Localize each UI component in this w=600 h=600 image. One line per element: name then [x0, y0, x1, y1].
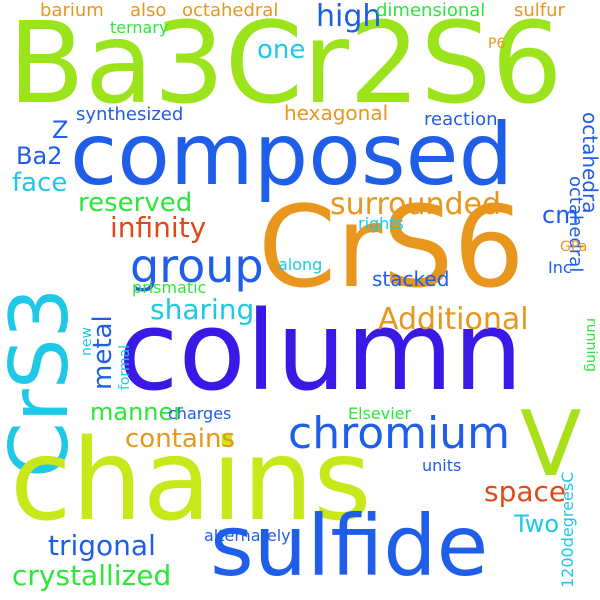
- word-v: V: [520, 392, 582, 497]
- word-reaction: reaction: [424, 109, 498, 130]
- word-dimensional: dimensional: [376, 0, 486, 21]
- word-manner: manner: [90, 398, 184, 426]
- word-1200degreesc: 1200degreesC: [558, 471, 577, 588]
- word-reserved: reserved: [78, 188, 193, 218]
- word-crystallized: crystallized: [12, 559, 172, 592]
- word-synthesized: synthesized: [76, 104, 184, 125]
- word-sulfide: sulfide: [210, 497, 489, 595]
- word-p6: P6: [488, 36, 506, 52]
- word-new: new: [79, 327, 95, 356]
- word-group: group: [130, 239, 264, 293]
- word-formal: formal: [117, 344, 133, 390]
- word-ba3cr2s6: Ba3Cr2S6: [8, 0, 563, 129]
- word-chromium: chromium: [288, 408, 510, 459]
- word-inc: Inc: [548, 258, 572, 277]
- word-sulfur: sulfur: [514, 0, 565, 21]
- word-barium: barium: [40, 0, 104, 21]
- word-chains: chains: [10, 416, 372, 546]
- word-along: along: [278, 255, 323, 274]
- word-units: units: [422, 456, 462, 475]
- word-charges: charges: [168, 404, 232, 423]
- word-face: face: [12, 168, 68, 198]
- word-stacked: stacked: [372, 267, 450, 291]
- word-contains: contains: [125, 424, 236, 454]
- word-crs6: CrS6: [258, 183, 525, 313]
- word-column: column: [118, 287, 523, 415]
- word-prismatic: prismatic: [132, 278, 207, 297]
- word-also: also: [130, 0, 167, 21]
- word-ba2: Ba2: [16, 142, 63, 170]
- word-surrounded: surrounded: [330, 187, 502, 222]
- word-infinity: infinity: [110, 211, 207, 244]
- word-additional: Additional: [378, 302, 529, 337]
- word-rights: rights: [358, 214, 404, 233]
- word-one: one: [257, 35, 306, 65]
- word-trigonal: trigonal: [48, 529, 156, 562]
- word-z: Z: [52, 116, 69, 144]
- word-cm: cm: [542, 201, 579, 229]
- word-gpa: GPa: [560, 239, 588, 255]
- word-high: high: [316, 0, 382, 34]
- word-elsevier: Elsevier: [348, 404, 412, 423]
- word-composed: composed: [70, 105, 514, 205]
- word-alternately: alternately: [204, 526, 291, 545]
- word-hexagonal: hexagonal: [284, 101, 389, 125]
- word-octahedral: octahedral: [182, 0, 279, 21]
- word-two: Two: [514, 510, 559, 538]
- word-space: space: [484, 475, 567, 508]
- word-running: running: [583, 318, 599, 373]
- word-sharing: sharing: [150, 293, 255, 326]
- word-ternary: ternary: [110, 18, 169, 37]
